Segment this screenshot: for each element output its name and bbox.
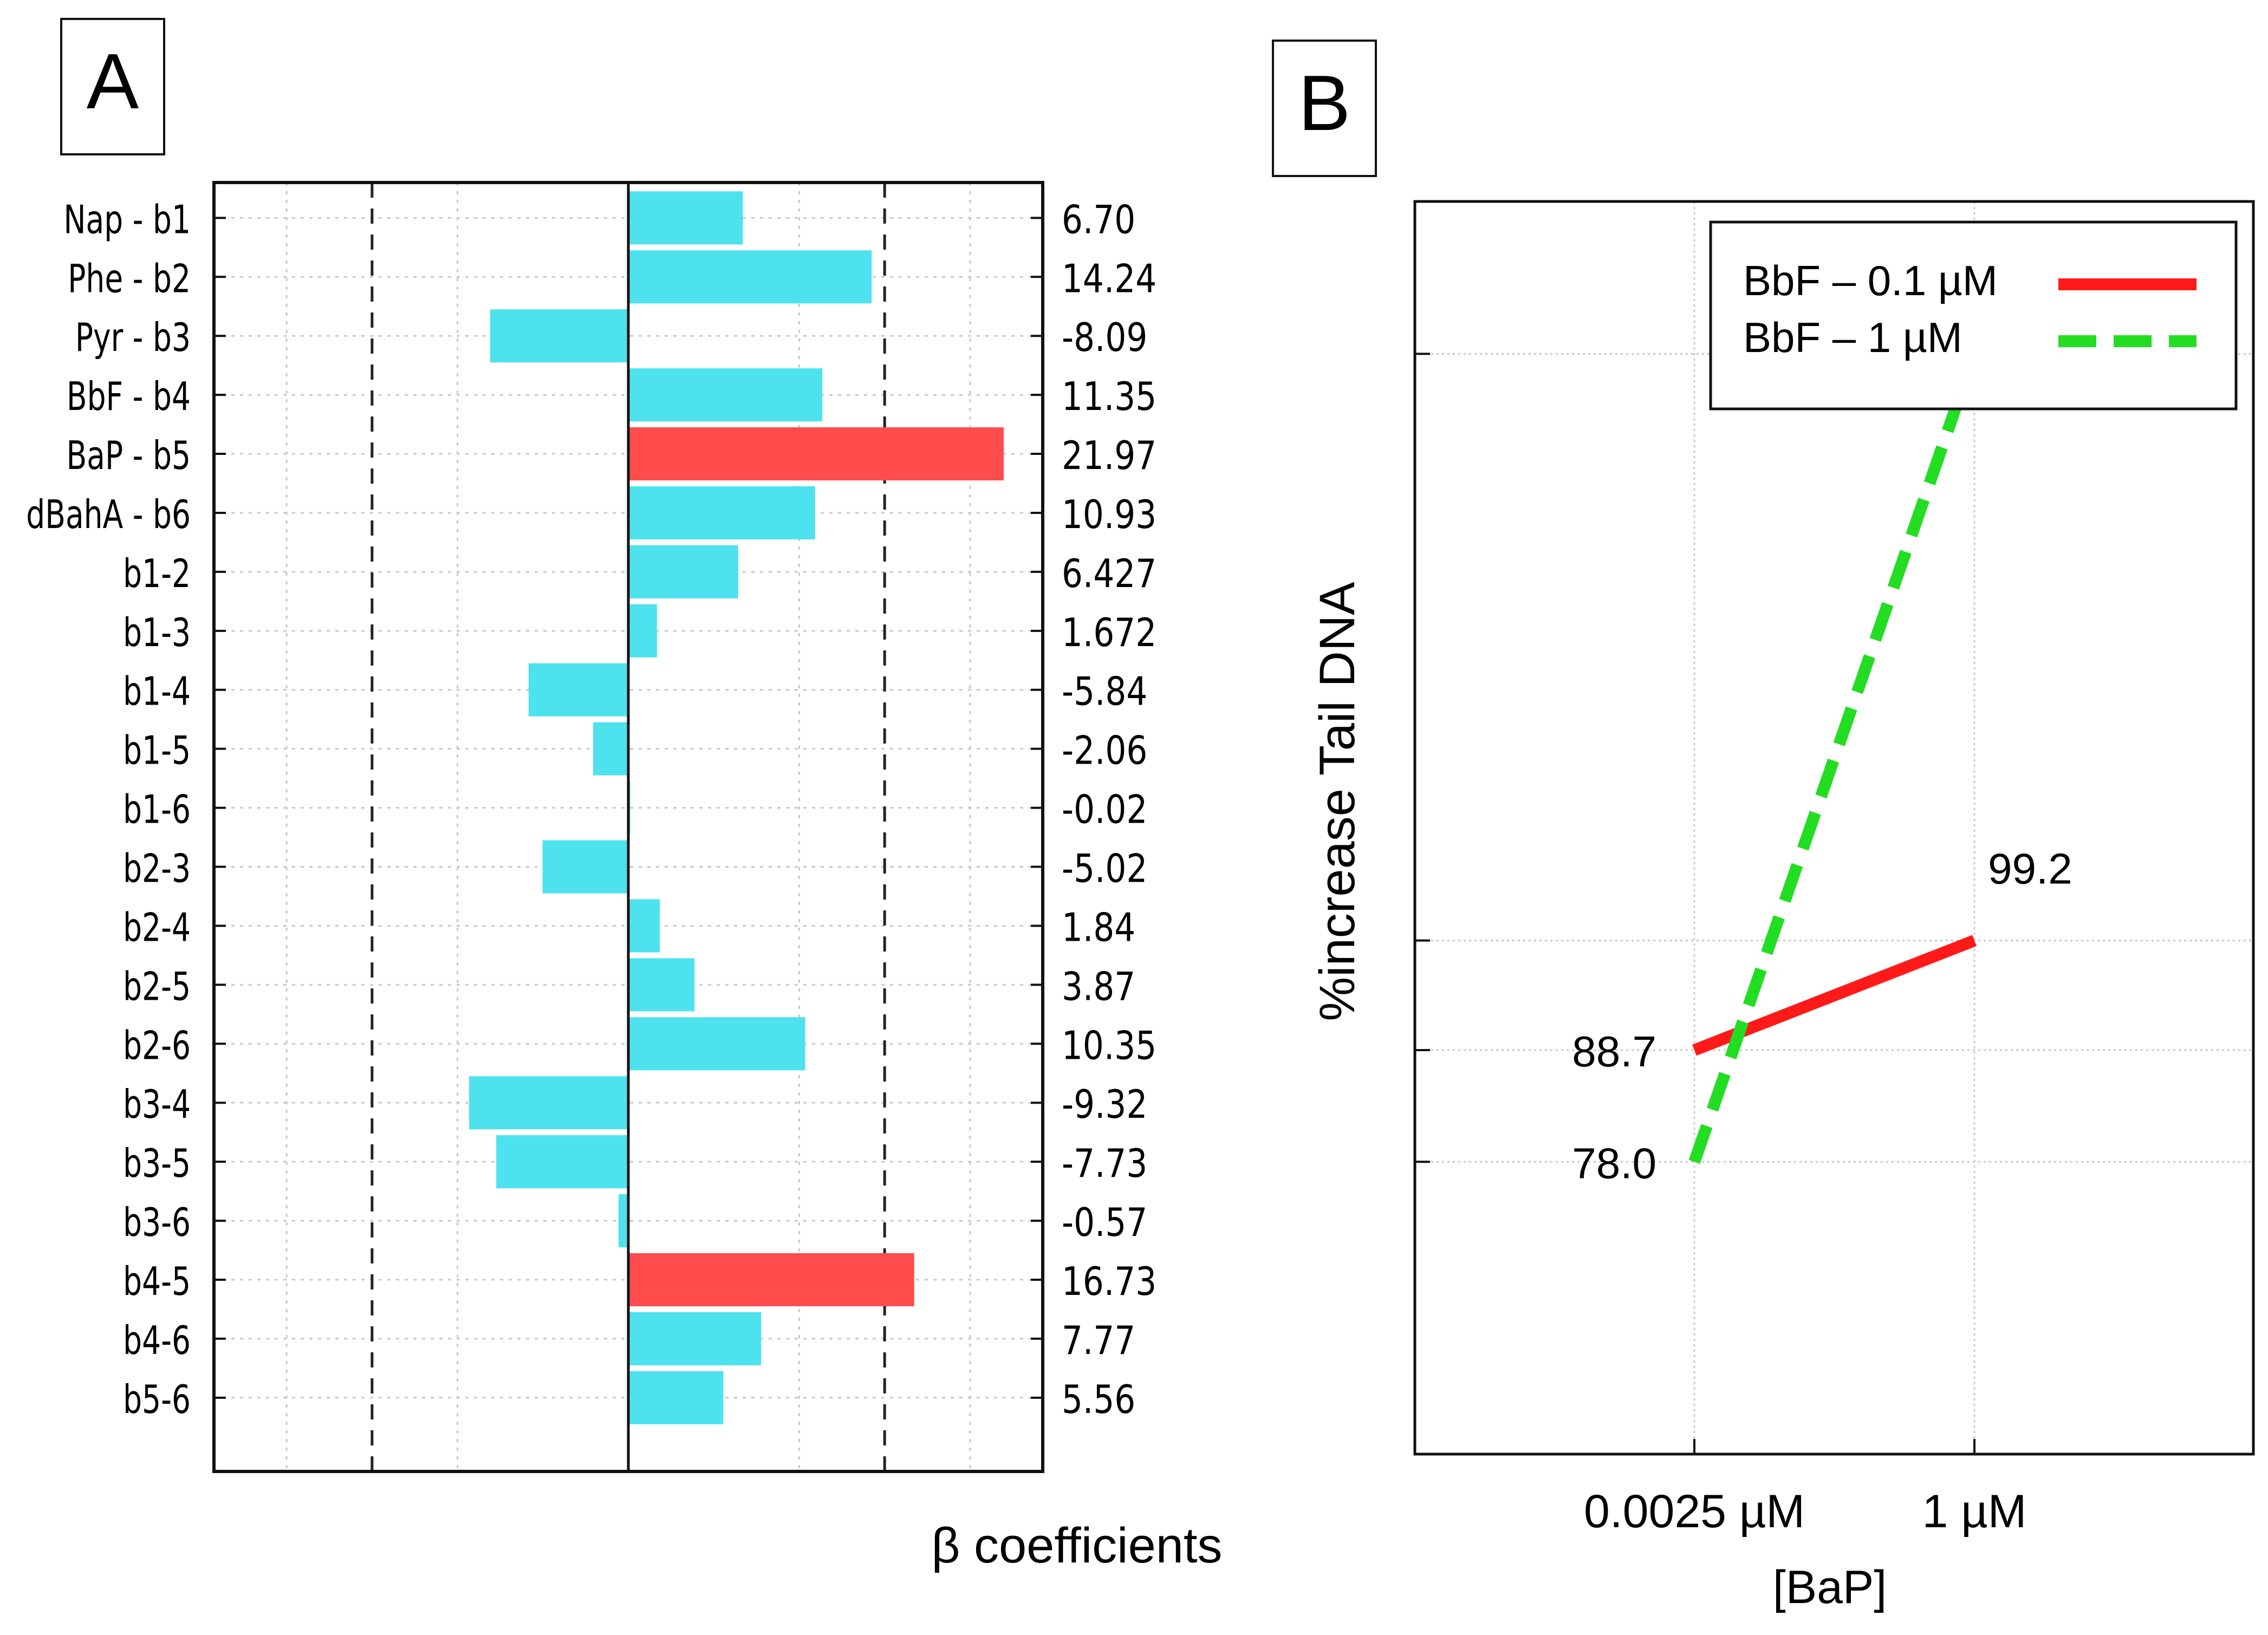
panel-b-label: B xyxy=(1298,59,1351,147)
bar xyxy=(628,250,872,304)
y-axis-label-b: %increase Tail DNA xyxy=(1310,582,1365,1021)
value-label: 1.84 xyxy=(1062,905,1135,950)
value-label: 3.87 xyxy=(1062,964,1135,1009)
value-label: 6.427 xyxy=(1062,551,1156,596)
panel-a-label: A xyxy=(87,37,139,125)
x-tick-labels-b: 0.0025 µM 1 µM xyxy=(1584,1486,2027,1538)
bar xyxy=(619,1194,628,1248)
series-line xyxy=(1688,351,1980,1164)
value-label: 1.672 xyxy=(1062,610,1156,655)
panel-b: B 88.799.278.0155.4 0.0025 µM1 µM [BaP] … xyxy=(1272,40,2255,1613)
bar xyxy=(628,545,738,598)
value-label: 10.35 xyxy=(1062,1022,1156,1068)
axis-b xyxy=(1413,200,2255,1456)
value-label: 21.97 xyxy=(1062,433,1156,478)
bar xyxy=(593,722,628,776)
value-label: -5.84 xyxy=(1062,669,1147,714)
category-label: b3-4 xyxy=(123,1082,191,1127)
bar xyxy=(628,1253,914,1307)
bar xyxy=(628,1017,805,1071)
category-label: b1-4 xyxy=(123,669,191,714)
value-label: 5.56 xyxy=(1062,1377,1135,1422)
value-labels-a: 6.70 14.24 -8.09 11.35 21.97 10.93 6.427 1.672 -… xyxy=(1062,197,1156,1423)
legend-b: BbF – 0.1 µM BbF – 1 µM xyxy=(1709,220,2238,411)
category-label: b4-6 xyxy=(123,1318,191,1363)
value-label: -0.57 xyxy=(1062,1200,1147,1245)
x-tick-label: 1 µM xyxy=(1922,1486,2027,1538)
point-label: 99.2 xyxy=(1988,845,2072,893)
value-label: -2.06 xyxy=(1062,728,1147,773)
bar xyxy=(628,427,1004,481)
category-label: b2-4 xyxy=(123,905,191,950)
panel-a: A Nap - b1 Phe - b2 Pyr - b3 BbF - b4 BaP - … xyxy=(26,18,1223,1573)
category-label: b2-3 xyxy=(123,846,191,891)
x-axis-label-a: β coefficients xyxy=(931,1518,1222,1573)
panel-b-label-box xyxy=(1272,40,1377,177)
point-labels-b: 88.799.278.0155.4 xyxy=(1572,298,2072,1187)
bar xyxy=(528,663,628,716)
category-label: b1-2 xyxy=(123,551,191,596)
value-label: 10.93 xyxy=(1062,492,1156,537)
value-label: 16.73 xyxy=(1062,1259,1156,1304)
category-label: Pyr - b3 xyxy=(75,315,191,360)
axis-a xyxy=(212,181,1044,1473)
category-label: dBahA - b6 xyxy=(26,492,191,537)
x-axis-label-b: [BaP] xyxy=(1773,1561,1887,1613)
category-label: Nap - b1 xyxy=(63,197,191,243)
value-label: 11.35 xyxy=(1062,374,1156,419)
plot-frame xyxy=(1413,200,2255,1456)
value-label: 7.77 xyxy=(1062,1318,1135,1363)
legend-label: BbF – 0.1 µM xyxy=(1743,257,1998,304)
bar xyxy=(628,1312,762,1365)
category-label: BbF - b4 xyxy=(67,374,191,419)
category-label: b1-6 xyxy=(123,787,191,832)
x-tick-label: 0.0025 µM xyxy=(1584,1486,1805,1538)
category-label: b3-6 xyxy=(123,1200,191,1245)
value-label: 14.24 xyxy=(1062,256,1156,301)
category-label: b4-5 xyxy=(123,1259,191,1304)
value-label: -0.02 xyxy=(1062,787,1147,832)
bar xyxy=(542,840,628,894)
bars-a xyxy=(469,191,1004,1424)
bar xyxy=(628,604,657,657)
point-label: 88.7 xyxy=(1572,1027,1656,1076)
bar xyxy=(628,486,815,539)
category-label: Phe - b2 xyxy=(68,256,191,301)
plot-frame xyxy=(212,181,1044,1473)
value-label: -9.32 xyxy=(1062,1082,1147,1127)
bar xyxy=(628,958,695,1012)
category-label: b5-6 xyxy=(123,1377,191,1422)
legend-label: BbF – 1 µM xyxy=(1743,314,1962,361)
lines-b xyxy=(1688,351,1980,1164)
panel-a-label-box xyxy=(60,18,165,155)
category-label: b3-5 xyxy=(123,1141,191,1186)
legend-box xyxy=(1709,220,2238,411)
category-label: b2-6 xyxy=(123,1022,191,1068)
bar xyxy=(628,191,743,245)
category-labels-a: Nap - b1 Phe - b2 Pyr - b3 BbF - b4 BaP - b5… xyxy=(26,197,191,1423)
point-label: 78.0 xyxy=(1572,1139,1656,1187)
value-label: -5.02 xyxy=(1062,846,1147,891)
category-label: b2-5 xyxy=(123,964,191,1009)
category-label: b1-3 xyxy=(123,610,191,655)
bar xyxy=(628,368,823,422)
value-label: 6.70 xyxy=(1062,197,1135,243)
value-label: -8.09 xyxy=(1062,315,1147,360)
bar xyxy=(496,1135,628,1189)
value-label: -7.73 xyxy=(1062,1141,1147,1186)
bar xyxy=(469,1076,628,1130)
bar xyxy=(628,1371,724,1424)
bar xyxy=(628,899,660,953)
category-label: BaP - b5 xyxy=(67,433,191,478)
bar xyxy=(490,309,628,363)
category-label: b1-5 xyxy=(123,728,191,773)
